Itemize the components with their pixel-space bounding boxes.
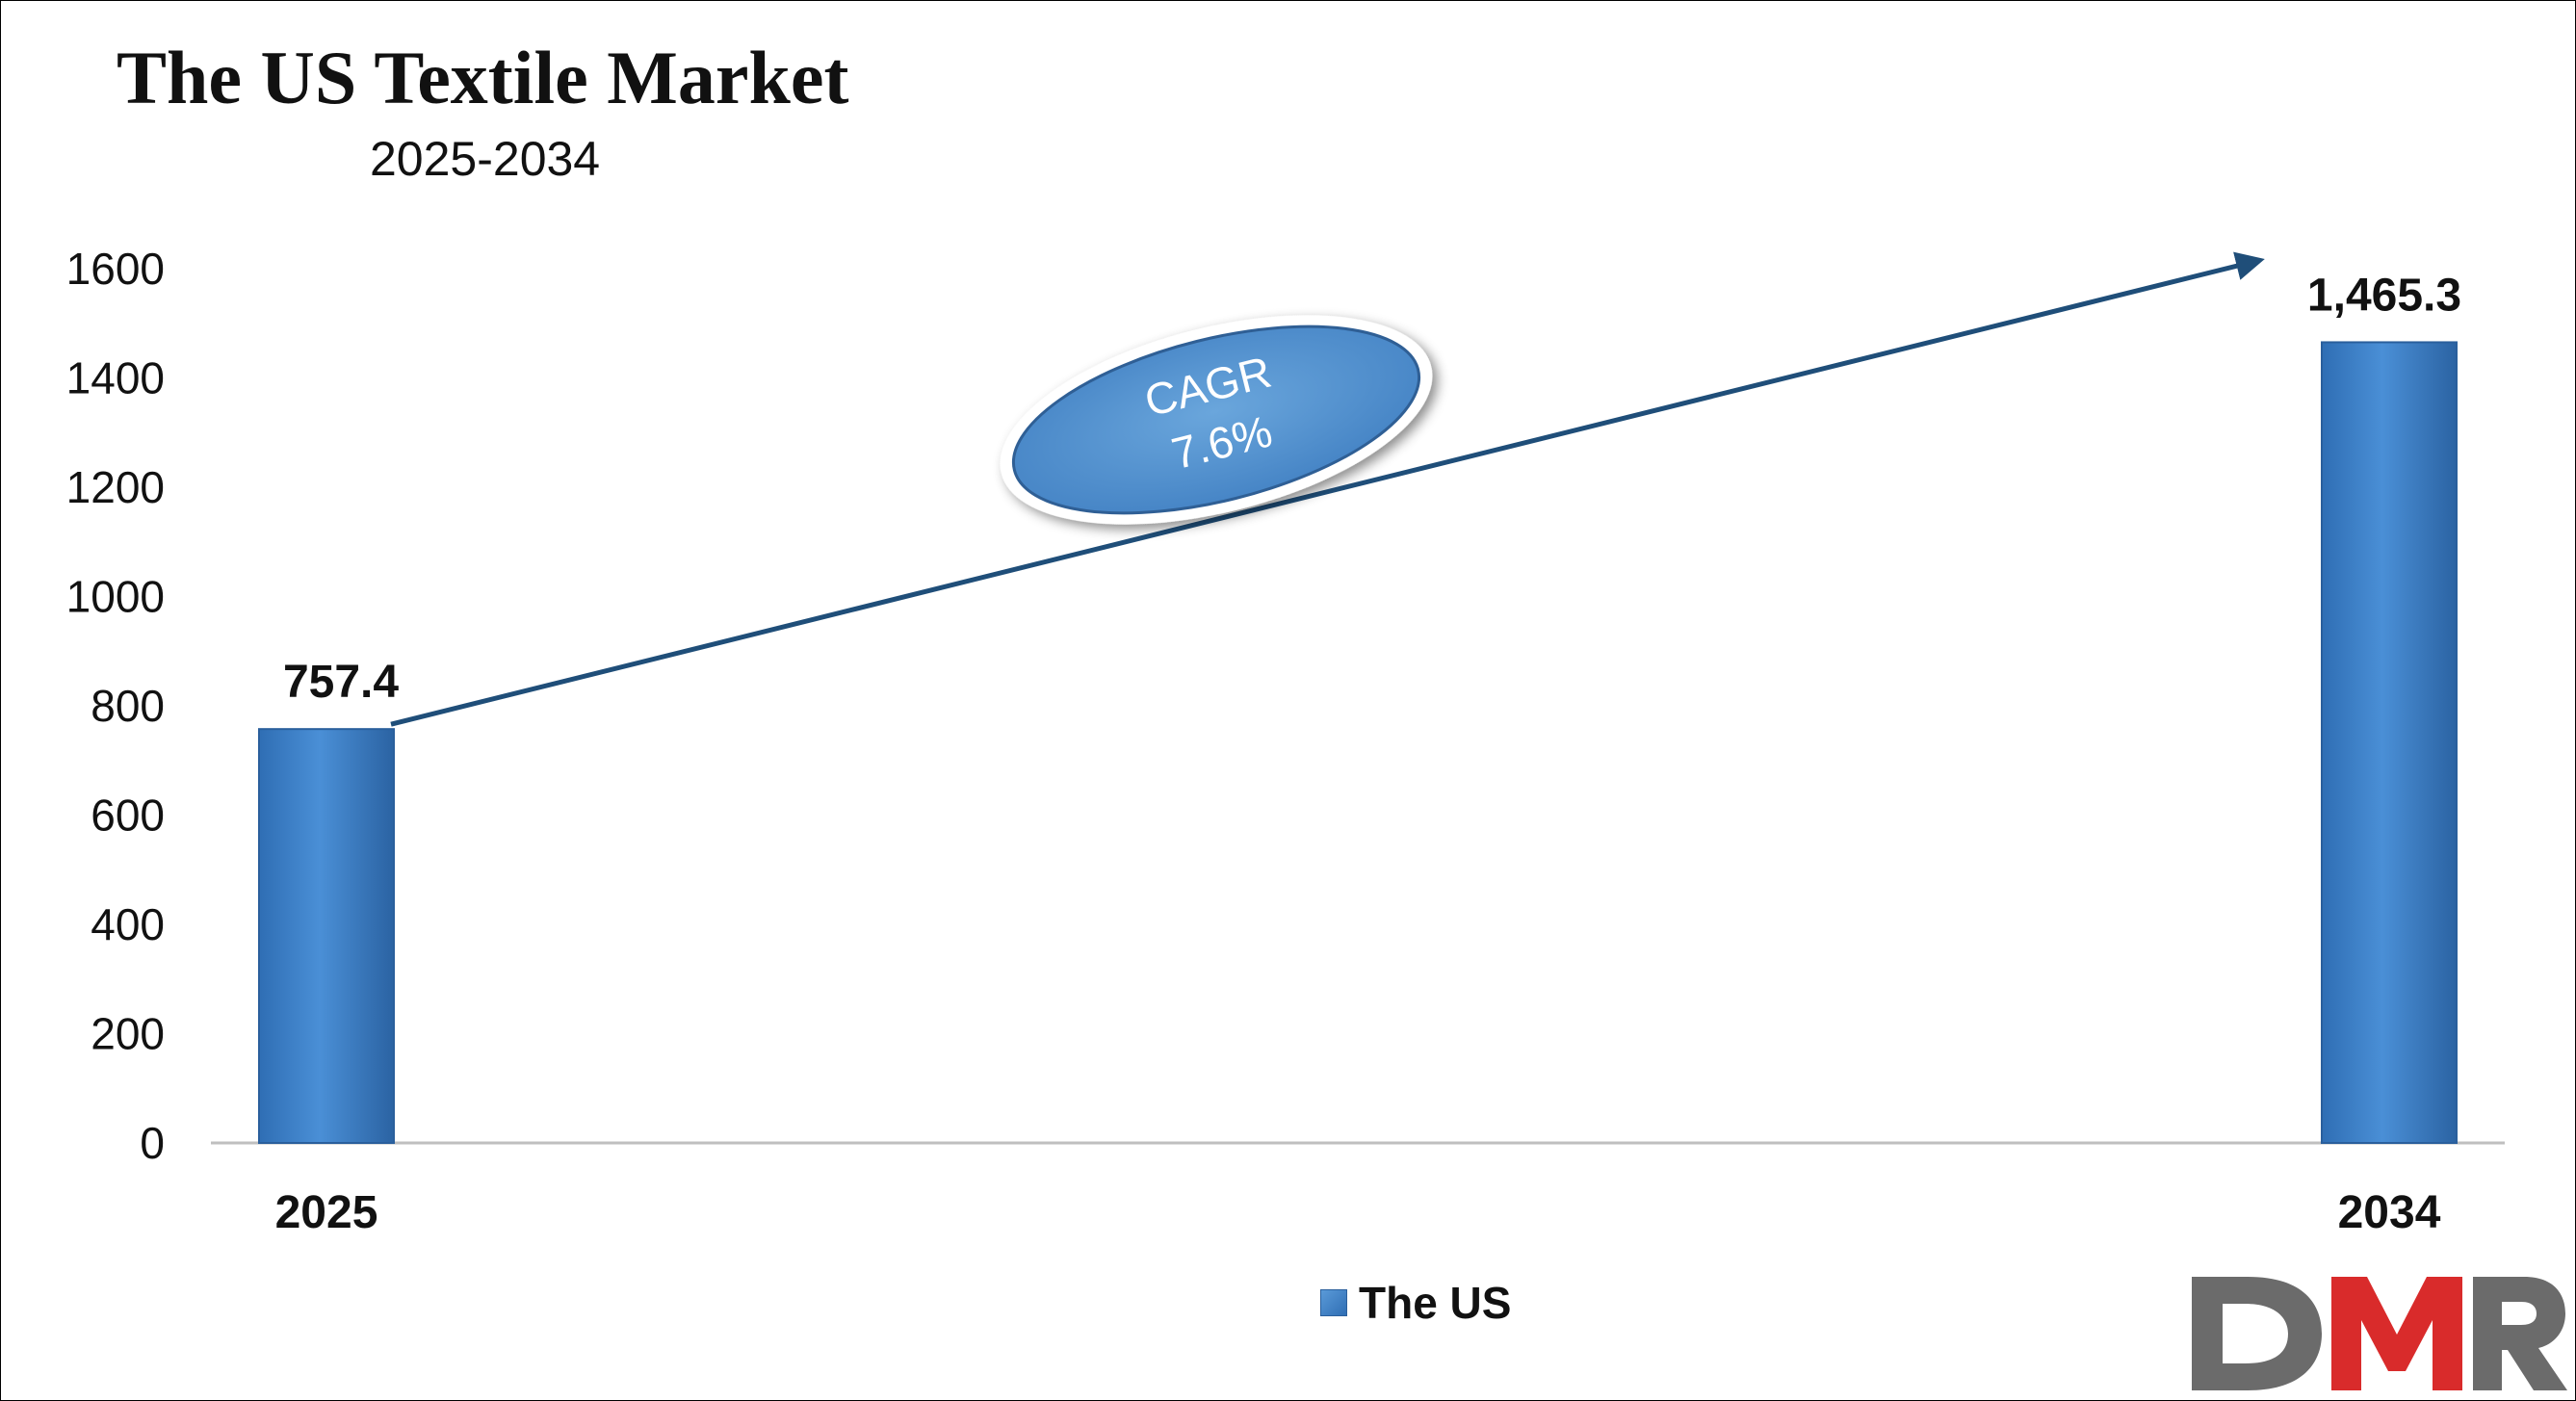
bars-group [258, 341, 2458, 1144]
data-label: 1,465.3 [2307, 270, 2461, 321]
y-axis: 0 200 400 600 800 1000 1200 1400 1600 [66, 244, 165, 1168]
data-labels: 757.4 1,465.3 [283, 270, 2461, 708]
x-axis: 2025 2034 [275, 1187, 2441, 1238]
bar-2025 [258, 728, 395, 1144]
cagr-arrow [390, 251, 2265, 727]
chart-subtitle: 2025-2034 [370, 132, 601, 186]
y-tick-label: 400 [91, 899, 165, 949]
x-tick-label: 2025 [275, 1187, 378, 1238]
y-tick-label: 1200 [66, 462, 165, 512]
legend-swatch [1320, 1289, 1347, 1316]
y-tick-label: 1000 [66, 572, 165, 622]
dmr-logo [2192, 1277, 2567, 1390]
y-tick-label: 1600 [66, 244, 165, 294]
y-tick-label: 800 [91, 681, 165, 731]
legend: The US [1320, 1277, 1511, 1329]
bar-2034 [2321, 341, 2458, 1144]
legend-label: The US [1359, 1278, 1512, 1328]
y-tick-label: 1400 [66, 353, 165, 403]
x-tick-label: 2034 [2338, 1187, 2441, 1238]
y-tick-label: 600 [91, 791, 165, 841]
cagr-callout: CAGR 7.6% [1000, 315, 1433, 525]
y-tick-label: 200 [91, 1009, 165, 1059]
y-tick-label: 0 [140, 1118, 165, 1168]
chart-title: The US Textile Market [117, 36, 849, 119]
data-label: 757.4 [283, 657, 399, 708]
